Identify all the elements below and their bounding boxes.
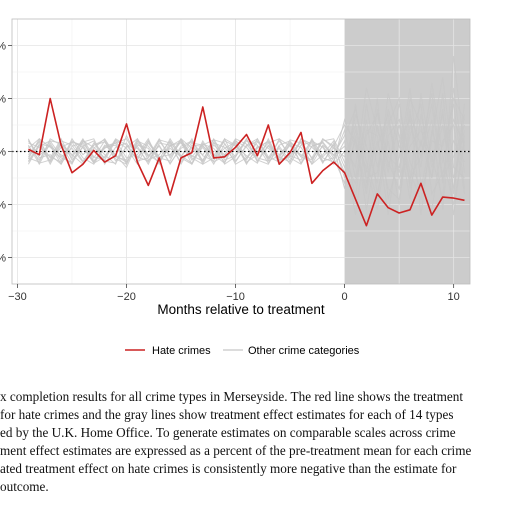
other-crime-lines — [27, 56, 465, 216]
legend: Hate crimes Other crime categories — [125, 345, 360, 357]
x-tick-label: −20 — [117, 291, 136, 303]
caption-line: x completion results for all crime types… — [0, 389, 464, 404]
other-crime-series-line — [27, 96, 465, 216]
y-tick-label: % — [0, 200, 6, 212]
y-tick-label: % — [0, 94, 6, 106]
caption-line: for hate crimes and the gray lines show … — [0, 407, 454, 422]
hate-crimes-line — [28, 97, 465, 227]
legend-other-label: Other crime categories — [248, 345, 360, 357]
other-crime-series-line — [28, 87, 465, 212]
x-tick-label: −10 — [226, 291, 245, 303]
legend-hate-label: Hate crimes — [152, 345, 211, 357]
chart: −30 −20 −10 0 10%%%%% Months relative to tre… — [0, 18, 471, 357]
hate-crime-line-group — [12, 97, 470, 227]
other-crime-series-line — [27, 93, 465, 201]
caption-line: outcome. — [0, 479, 49, 494]
caption-line: ated treatment effect on hate crimes is … — [0, 461, 457, 476]
caption-line: ed by the U.K. Home Office. To generate … — [0, 425, 456, 440]
other-crime-series-line — [28, 77, 465, 195]
caption-line: ment effect estimates are expressed as a… — [0, 443, 472, 458]
x-axis-label: Months relative to treatment — [157, 302, 325, 317]
axes: −30 −20 −10 0 10%%%%% — [0, 18, 471, 303]
x-tick-label: 10 — [448, 291, 460, 303]
x-tick-label: 0 — [342, 291, 348, 303]
y-tick-label: % — [0, 41, 6, 53]
figure-caption: x completion results for all crime types… — [0, 388, 520, 496]
other-crime-series-line — [27, 109, 465, 216]
x-tick-label: −30 — [8, 291, 27, 303]
y-tick-label: % — [0, 147, 6, 159]
y-tick-label: % — [0, 253, 6, 265]
